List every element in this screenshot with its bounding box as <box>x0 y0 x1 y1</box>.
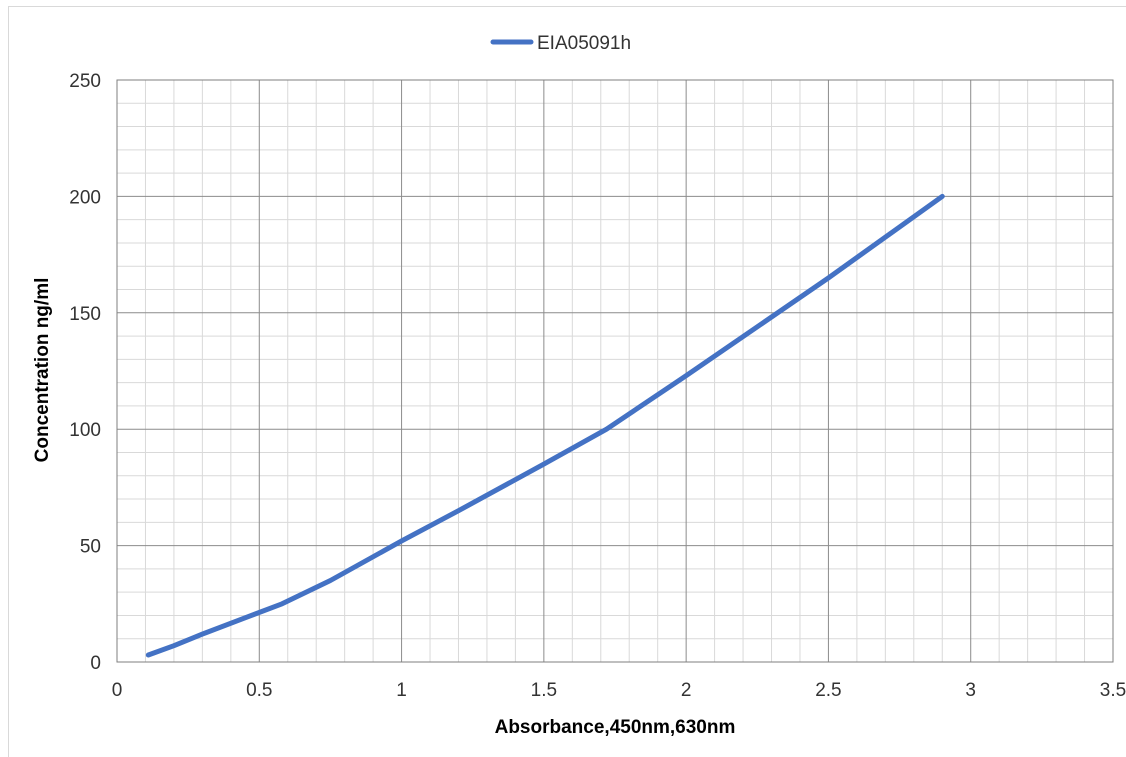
y-tick-label: 200 <box>69 187 101 208</box>
series-line <box>145 193 945 658</box>
y-tick-label: 150 <box>69 304 101 325</box>
x-tick-label: 2.5 <box>815 680 841 701</box>
y-tick-label: 0 <box>90 653 101 674</box>
legend-label: EIA05091h <box>537 33 631 54</box>
chart-frame <box>8 6 1126 757</box>
x-tick-label: 1.5 <box>531 680 557 701</box>
plot-area-border <box>116 79 1114 663</box>
y-axis-title: Concentration ng/ml <box>32 278 53 463</box>
y-tick-label: 50 <box>80 537 101 558</box>
x-tick-label: 3.5 <box>1100 680 1126 701</box>
x-axis-title: Absorbance,450nm,630nm <box>495 717 736 738</box>
y-tick-labels: 0 50 100 150 200 250 <box>69 71 101 674</box>
y-tick-label: 250 <box>69 71 101 92</box>
major-gridlines <box>117 80 1113 662</box>
legend: EIA05091h <box>490 33 631 54</box>
x-tick-label: 1 <box>396 680 407 701</box>
x-tick-label: 0 <box>112 680 123 701</box>
x-tick-label: 3 <box>965 680 976 701</box>
x-tick-labels: 0 0.5 1 1.5 2 2.5 3 3.5 <box>112 680 1126 701</box>
x-tick-label: 0.5 <box>246 680 272 701</box>
series-layer <box>145 193 945 658</box>
x-tick-label: 2 <box>681 680 692 701</box>
minor-gridlines <box>117 80 1113 662</box>
y-tick-label: 100 <box>69 420 101 441</box>
